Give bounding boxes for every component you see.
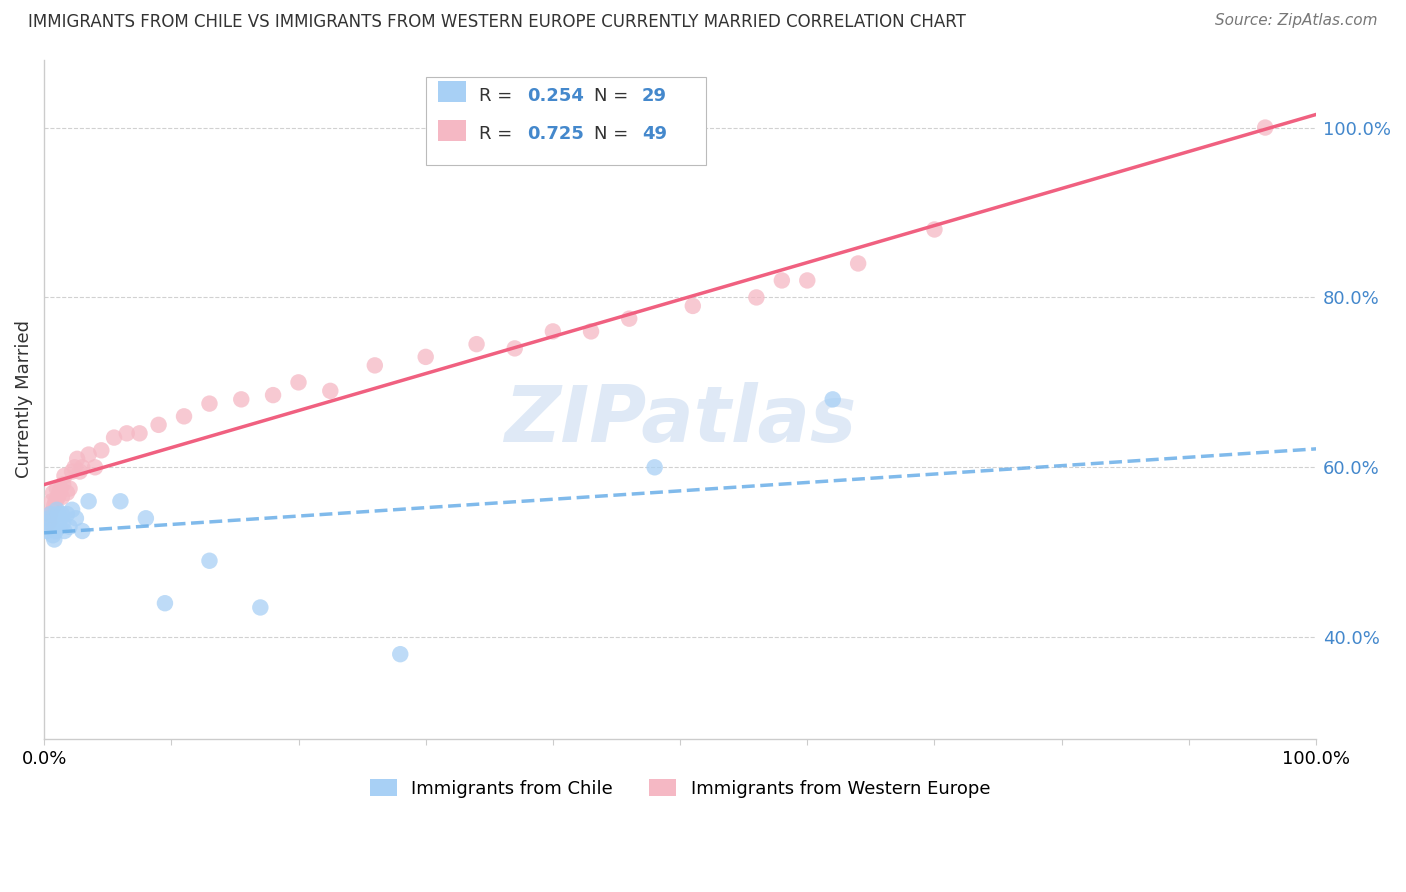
Point (69, 465, 91, 479)
Point (45, 524, 67, 538)
Point (44, 499, 66, 513)
Point (60, 465, 83, 479)
Legend: Immigrants from Chile, Immigrants from Western Europe: Immigrants from Chile, Immigrants from W… (363, 772, 997, 805)
FancyBboxPatch shape (439, 81, 467, 103)
Point (846, 256, 869, 270)
Point (35, 511, 58, 525)
Point (389, 647, 412, 661)
Text: Source: ZipAtlas.com: Source: ZipAtlas.com (1215, 13, 1378, 29)
Text: 0.725: 0.725 (527, 126, 585, 144)
Point (796, 273, 818, 287)
Point (72, 460, 94, 475)
Text: R =: R = (479, 87, 519, 104)
Point (103, 431, 125, 445)
Point (37, 516, 59, 530)
Point (49, 482, 72, 496)
Point (541, 325, 564, 339)
Point (173, 409, 195, 424)
Point (503, 342, 526, 356)
Point (63, 460, 86, 475)
Point (644, 460, 666, 475)
Point (77, 448, 100, 462)
Point (38, 516, 60, 530)
Text: ZIPatlas: ZIPatlas (503, 382, 856, 458)
Point (45, 482, 67, 496)
Point (319, 384, 342, 398)
Point (579, 325, 602, 339)
Point (56, 507, 79, 521)
Point (65, 511, 87, 525)
Point (48, 520, 70, 534)
Point (39, 507, 62, 521)
Point (53, 468, 76, 483)
Point (682, 299, 704, 313)
Point (38, 511, 60, 525)
Point (465, 337, 488, 351)
Point (53, 524, 76, 538)
Point (52, 516, 75, 530)
Point (41, 520, 63, 534)
FancyBboxPatch shape (426, 77, 706, 165)
Point (77, 494, 100, 508)
Point (58, 482, 80, 496)
Text: 49: 49 (643, 126, 666, 144)
Point (45, 503, 67, 517)
Point (46, 507, 69, 521)
Point (41, 494, 63, 508)
Point (84, 460, 107, 475)
Point (770, 273, 793, 287)
Text: 0.254: 0.254 (527, 87, 585, 104)
Point (46, 490, 69, 504)
Point (42, 528, 65, 542)
Point (90, 443, 112, 458)
Point (198, 396, 221, 410)
Point (110, 494, 132, 508)
Point (35, 524, 58, 538)
Point (198, 554, 221, 568)
Point (37, 507, 59, 521)
Point (249, 600, 271, 615)
Text: N =: N = (593, 126, 634, 144)
Point (619, 311, 641, 326)
Text: IMMIGRANTS FROM CHILE VS IMMIGRANTS FROM WESTERN EUROPE CURRENTLY MARRIED CORREL: IMMIGRANTS FROM CHILE VS IMMIGRANTS FROM… (28, 13, 966, 31)
Point (135, 511, 157, 525)
Point (52, 477, 75, 491)
Point (51, 507, 73, 521)
Text: R =: R = (479, 126, 519, 144)
Point (44, 533, 66, 547)
Point (66, 451, 89, 466)
Text: N =: N = (593, 87, 634, 104)
Point (148, 417, 170, 432)
Point (48, 485, 70, 500)
FancyBboxPatch shape (439, 120, 467, 141)
Text: 29: 29 (643, 87, 666, 104)
Point (39, 507, 62, 521)
Point (51, 490, 73, 504)
Point (415, 350, 437, 364)
Point (924, 222, 946, 236)
Point (262, 388, 284, 402)
Point (745, 290, 768, 304)
Point (153, 596, 176, 610)
Point (821, 392, 844, 407)
Point (56, 485, 79, 500)
Point (58, 520, 80, 534)
Point (49, 511, 72, 525)
Point (60, 503, 83, 517)
Point (231, 392, 253, 407)
Point (128, 426, 150, 441)
Point (364, 359, 387, 373)
Point (72, 524, 94, 538)
Y-axis label: Currently Married: Currently Married (15, 320, 32, 478)
Point (1254, 120, 1277, 135)
Point (45, 494, 67, 508)
Point (115, 426, 138, 441)
Point (42, 485, 65, 500)
Point (287, 376, 309, 390)
